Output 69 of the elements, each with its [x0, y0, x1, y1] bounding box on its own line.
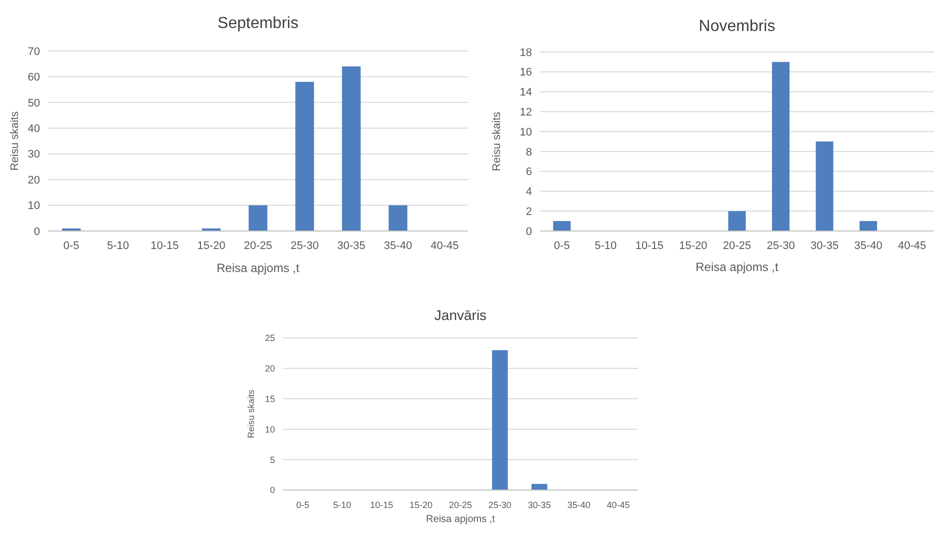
x-tick-label: 35-40	[854, 240, 882, 252]
y-axis-title: Reisu skaits	[9, 110, 21, 171]
y-tick-label: 40	[28, 122, 40, 135]
y-tick-label: 30	[28, 148, 40, 161]
y-axis-title: Reisu skaits	[246, 389, 256, 438]
x-tick-label: 25-30	[766, 240, 795, 252]
y-tick-label: 70	[28, 46, 40, 58]
x-axis-title: Reisa apjoms ,t	[696, 260, 780, 274]
x-tick-label: 40-45	[898, 240, 926, 252]
x-tick-label: 5-10	[594, 240, 617, 252]
x-tick-label: 10-15	[635, 240, 664, 252]
y-tick-label: 10	[520, 126, 532, 138]
x-tick-label: 15-20	[410, 500, 433, 510]
y-tick-label: 20	[264, 364, 275, 374]
y-tick-label: 2	[526, 206, 532, 218]
x-tick-label: 25-30	[488, 500, 512, 510]
bar	[342, 66, 361, 231]
x-tick-label: 20-25	[244, 240, 272, 252]
y-tick-label: 15	[264, 394, 275, 404]
x-tick-label: 5-10	[106, 240, 130, 252]
x-tick-label: 5-10	[333, 500, 352, 510]
y-tick-label: 16	[520, 66, 532, 79]
y-axis-title: Reisu skaits	[491, 111, 503, 172]
y-tick-label: 0	[270, 485, 275, 496]
chart-title: Novembris	[698, 18, 776, 35]
y-tick-label: 50	[28, 97, 40, 110]
bar	[860, 221, 878, 231]
x-tick-label: 0-5	[554, 240, 570, 252]
bar	[772, 62, 790, 231]
y-tick-label: 6	[526, 166, 532, 178]
y-tick-label: 0	[34, 226, 40, 238]
y-tick-label: 4	[526, 186, 532, 198]
chart-title: Septembris	[218, 15, 298, 32]
x-tick-label: 30-35	[810, 240, 839, 252]
y-tick-label: 0	[526, 226, 532, 238]
x-tick-label: 30-35	[528, 500, 551, 510]
y-tick-label: 10	[264, 424, 275, 434]
x-tick-label: 10-15	[370, 500, 394, 510]
chart-title: Janvāris	[434, 307, 487, 323]
x-tick-label: 0-5	[296, 500, 310, 510]
bar	[295, 82, 314, 231]
bar	[388, 205, 408, 231]
x-tick-label: 30-35	[337, 240, 366, 252]
x-tick-label: 25-30	[290, 240, 319, 252]
bar	[728, 211, 746, 231]
x-axis-title: Reisa apjoms ,t	[216, 261, 300, 275]
y-tick-label: 8	[526, 146, 532, 158]
x-tick-label: 20-25	[722, 240, 752, 252]
y-tick-label: 20	[28, 174, 40, 186]
x-tick-label: 40-45	[430, 240, 459, 252]
y-tick-label: 5	[270, 454, 275, 465]
x-axis-title: Reisa apjoms ,t	[426, 514, 496, 525]
bar	[553, 221, 571, 231]
y-tick-label: 18	[520, 46, 532, 59]
y-tick-label: 14	[520, 86, 532, 99]
x-tick-label: 10-15	[150, 240, 179, 252]
x-tick-label: 20-25	[448, 500, 472, 510]
bar	[816, 142, 834, 231]
x-tick-label: 40-45	[606, 500, 630, 510]
y-tick-label: 10	[28, 200, 40, 212]
x-tick-label: 15-20	[679, 240, 708, 252]
y-tick-label: 12	[520, 106, 532, 119]
x-tick-label: 35-40	[567, 500, 590, 510]
y-tick-label: 60	[28, 72, 40, 84]
bar	[248, 205, 268, 231]
x-tick-label: 0-5	[63, 240, 80, 252]
x-tick-label: 15-20	[197, 240, 226, 252]
y-tick-label: 25	[264, 333, 275, 344]
x-tick-label: 35-40	[384, 240, 412, 252]
